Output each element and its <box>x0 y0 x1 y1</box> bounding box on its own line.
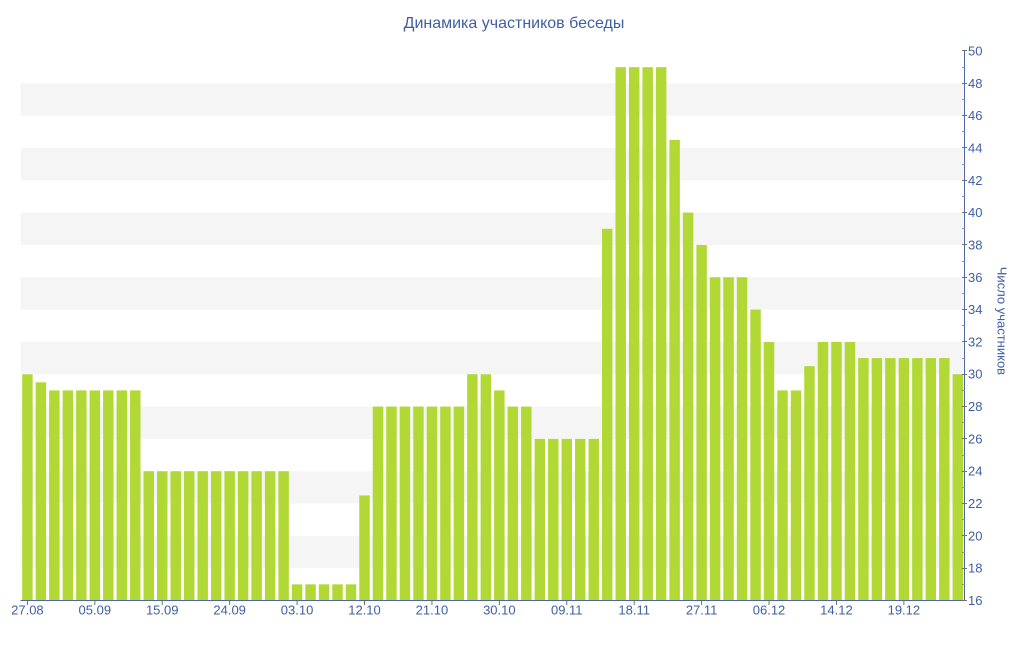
svg-text:18.11: 18.11 <box>618 603 650 618</box>
svg-text:Динамика участников беседы: Динамика участников беседы <box>404 15 625 32</box>
svg-text:21.10: 21.10 <box>416 603 449 618</box>
svg-text:32: 32 <box>968 334 982 349</box>
svg-text:27.11: 27.11 <box>686 603 718 618</box>
svg-text:46: 46 <box>968 108 982 123</box>
svg-text:38: 38 <box>968 237 982 252</box>
svg-text:16: 16 <box>968 593 982 608</box>
svg-text:09.11: 09.11 <box>551 603 583 618</box>
svg-text:42: 42 <box>968 173 982 188</box>
svg-text:15.09: 15.09 <box>146 603 179 618</box>
svg-text:26: 26 <box>968 431 982 446</box>
svg-text:34: 34 <box>968 302 982 317</box>
svg-text:30: 30 <box>968 367 982 382</box>
svg-text:14.12: 14.12 <box>820 603 853 618</box>
svg-text:48: 48 <box>968 76 982 91</box>
svg-text:40: 40 <box>968 205 982 220</box>
svg-text:36: 36 <box>968 270 982 285</box>
svg-text:05.09: 05.09 <box>79 603 112 618</box>
svg-text:27.08: 27.08 <box>11 603 44 618</box>
svg-text:44: 44 <box>968 140 982 155</box>
svg-text:22: 22 <box>968 496 982 511</box>
svg-text:19.12: 19.12 <box>888 603 921 618</box>
svg-text:24: 24 <box>968 464 982 479</box>
svg-text:03.10: 03.10 <box>281 603 314 618</box>
svg-text:50: 50 <box>968 44 982 59</box>
svg-text:Число участников: Число участников <box>995 267 1010 375</box>
svg-text:24.09: 24.09 <box>213 603 246 618</box>
svg-text:30.10: 30.10 <box>483 603 516 618</box>
svg-text:20: 20 <box>968 528 982 543</box>
svg-text:12.10: 12.10 <box>348 603 381 618</box>
svg-text:28: 28 <box>968 399 982 414</box>
svg-text:18: 18 <box>968 561 982 576</box>
svg-text:06.12: 06.12 <box>753 603 786 618</box>
